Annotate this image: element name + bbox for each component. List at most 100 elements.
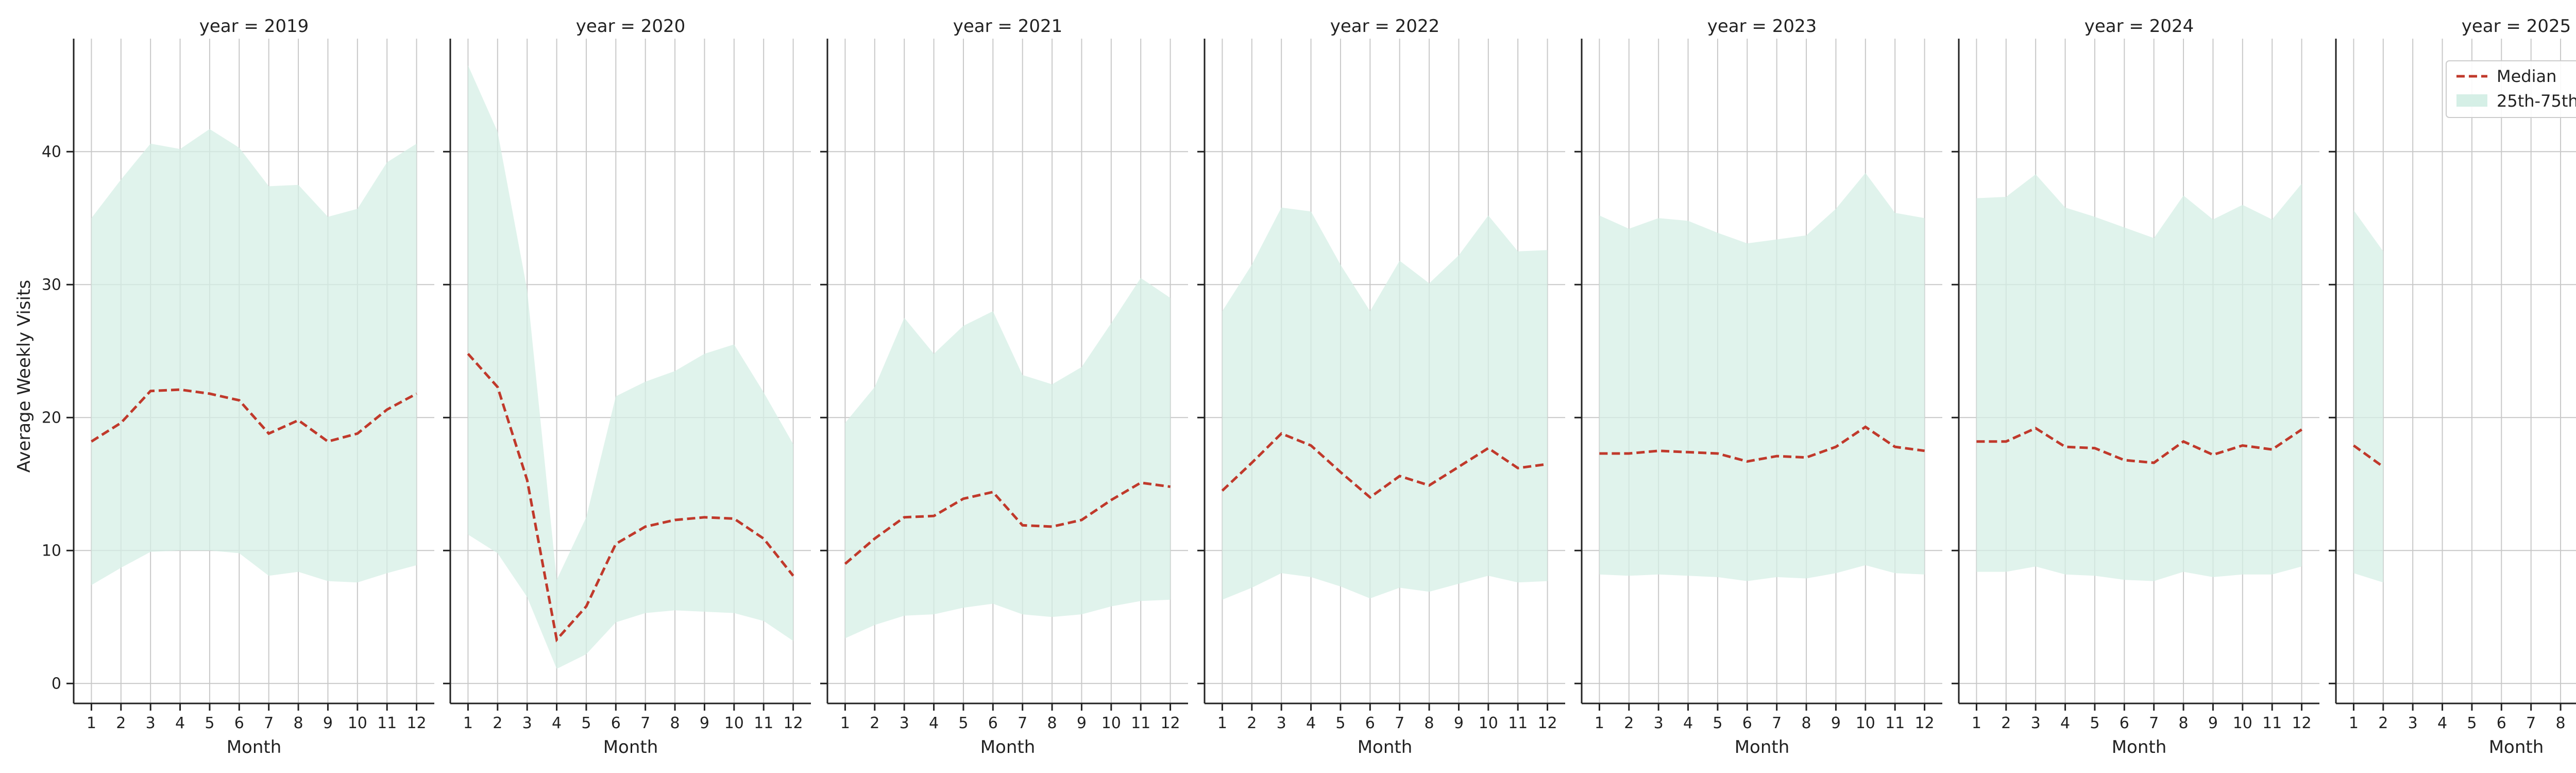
x-tick-label: 2 [1624, 714, 1634, 732]
percentile-band [2353, 210, 2383, 583]
percentile-band [91, 129, 417, 585]
x-tick-label: 1 [2349, 714, 2359, 732]
median-line [1221, 432, 1548, 499]
y-axis-label: Average Weekly Visits [14, 280, 35, 473]
x-tick-label: 3 [900, 714, 909, 732]
y-tick-label: 20 [42, 409, 61, 427]
x-tick-label: 8 [2179, 714, 2189, 732]
x-tick-label: 6 [2120, 714, 2129, 732]
x-tick-label: 8 [294, 714, 303, 732]
x-tick-label: 6 [1742, 714, 1752, 732]
x-tick-label: 7 [1772, 714, 1782, 732]
x-tick-label: 3 [1654, 714, 1664, 732]
x-tick-label: 9 [1077, 714, 1087, 732]
x-tick-label: 12 [1160, 714, 1180, 732]
x-axis-label: Month [227, 737, 282, 758]
x-tick-label: 10 [348, 714, 367, 732]
median-line [91, 388, 417, 443]
x-tick-label: 7 [2149, 714, 2159, 732]
x-tick-label: 11 [1508, 714, 1528, 732]
x-tick-label: 1 [1217, 714, 1227, 732]
median-line [2352, 444, 2384, 468]
x-tick-label: 5 [581, 714, 591, 732]
x-tick-label: 4 [1683, 714, 1693, 732]
x-tick-label: 10 [1856, 714, 1875, 732]
x-tick-label: 6 [234, 714, 244, 732]
x-tick-label: 2 [1247, 714, 1257, 732]
x-tick-label: 4 [929, 714, 939, 732]
legend-band-label: 25th-75th Percentile [2497, 91, 2576, 111]
percentile-band [1599, 173, 1925, 581]
x-tick-label: 1 [840, 714, 850, 732]
x-tick-label: 10 [724, 714, 744, 732]
panel-title: year = 2024 [2084, 16, 2194, 37]
x-tick-label: 5 [205, 714, 214, 732]
median-line [467, 352, 794, 643]
x-tick-label: 1 [1595, 714, 1604, 732]
x-tick-label: 11 [1885, 714, 1905, 732]
x-tick-label: 9 [1454, 714, 1464, 732]
percentile-band [845, 278, 1171, 638]
x-tick-label: 6 [988, 714, 998, 732]
x-axis-label: Month [2112, 737, 2167, 758]
x-axis-label: Month [2489, 737, 2544, 758]
x-tick-label: 5 [1713, 714, 1722, 732]
x-tick-label: 7 [1018, 714, 1027, 732]
x-tick-label: 7 [640, 714, 650, 732]
y-tick-label: 0 [52, 675, 61, 693]
x-tick-label: 4 [1306, 714, 1316, 732]
x-tick-label: 5 [1335, 714, 1345, 732]
panel-title: year = 2021 [953, 16, 1062, 37]
x-tick-label: 10 [2233, 714, 2252, 732]
x-tick-label: 3 [522, 714, 532, 732]
x-tick-label: 7 [264, 714, 274, 732]
x-tick-label: 11 [1131, 714, 1150, 732]
x-tick-label: 2 [116, 714, 126, 732]
median-line [844, 481, 1171, 565]
x-tick-label: 8 [1802, 714, 1811, 732]
x-axis-label: Month [980, 737, 1036, 758]
median-line [1599, 425, 1925, 463]
x-tick-label: 9 [700, 714, 709, 732]
x-tick-label: 8 [670, 714, 680, 732]
x-tick-label: 3 [2031, 714, 2041, 732]
x-tick-label: 9 [1831, 714, 1841, 732]
x-tick-label: 6 [2497, 714, 2506, 732]
x-tick-label: 2 [2378, 714, 2388, 732]
x-tick-label: 2 [493, 714, 502, 732]
legend: Median 25th-75th Percentile [2446, 60, 2576, 118]
percentile-band [1222, 207, 1548, 600]
x-tick-label: 1 [463, 714, 473, 732]
panel-title: year = 2022 [1330, 16, 1439, 37]
x-tick-label: 12 [2292, 714, 2311, 732]
y-tick-label: 30 [42, 276, 61, 294]
x-tick-label: 12 [1537, 714, 1557, 732]
percentile-band [468, 65, 793, 669]
y-tick-label: 10 [42, 542, 61, 560]
x-tick-label: 11 [754, 714, 773, 732]
x-tick-label: 10 [1101, 714, 1121, 732]
x-tick-label: 1 [1972, 714, 1981, 732]
x-tick-label: 7 [2526, 714, 2536, 732]
x-tick-label: 5 [2467, 714, 2477, 732]
x-tick-label: 8 [1425, 714, 1434, 732]
x-tick-label: 4 [2060, 714, 2070, 732]
legend-band-swatch [2456, 94, 2487, 107]
panel-title: year = 2023 [1707, 16, 1817, 37]
x-axis-label: Month [1358, 737, 1413, 758]
x-tick-label: 3 [146, 714, 156, 732]
x-tick-label: 8 [1047, 714, 1057, 732]
x-tick-label: 2 [870, 714, 879, 732]
x-tick-label: 4 [175, 714, 185, 732]
x-tick-label: 1 [87, 714, 96, 732]
median-line [1976, 427, 2302, 464]
x-tick-label: 11 [377, 714, 397, 732]
x-tick-label: 7 [1395, 714, 1404, 732]
